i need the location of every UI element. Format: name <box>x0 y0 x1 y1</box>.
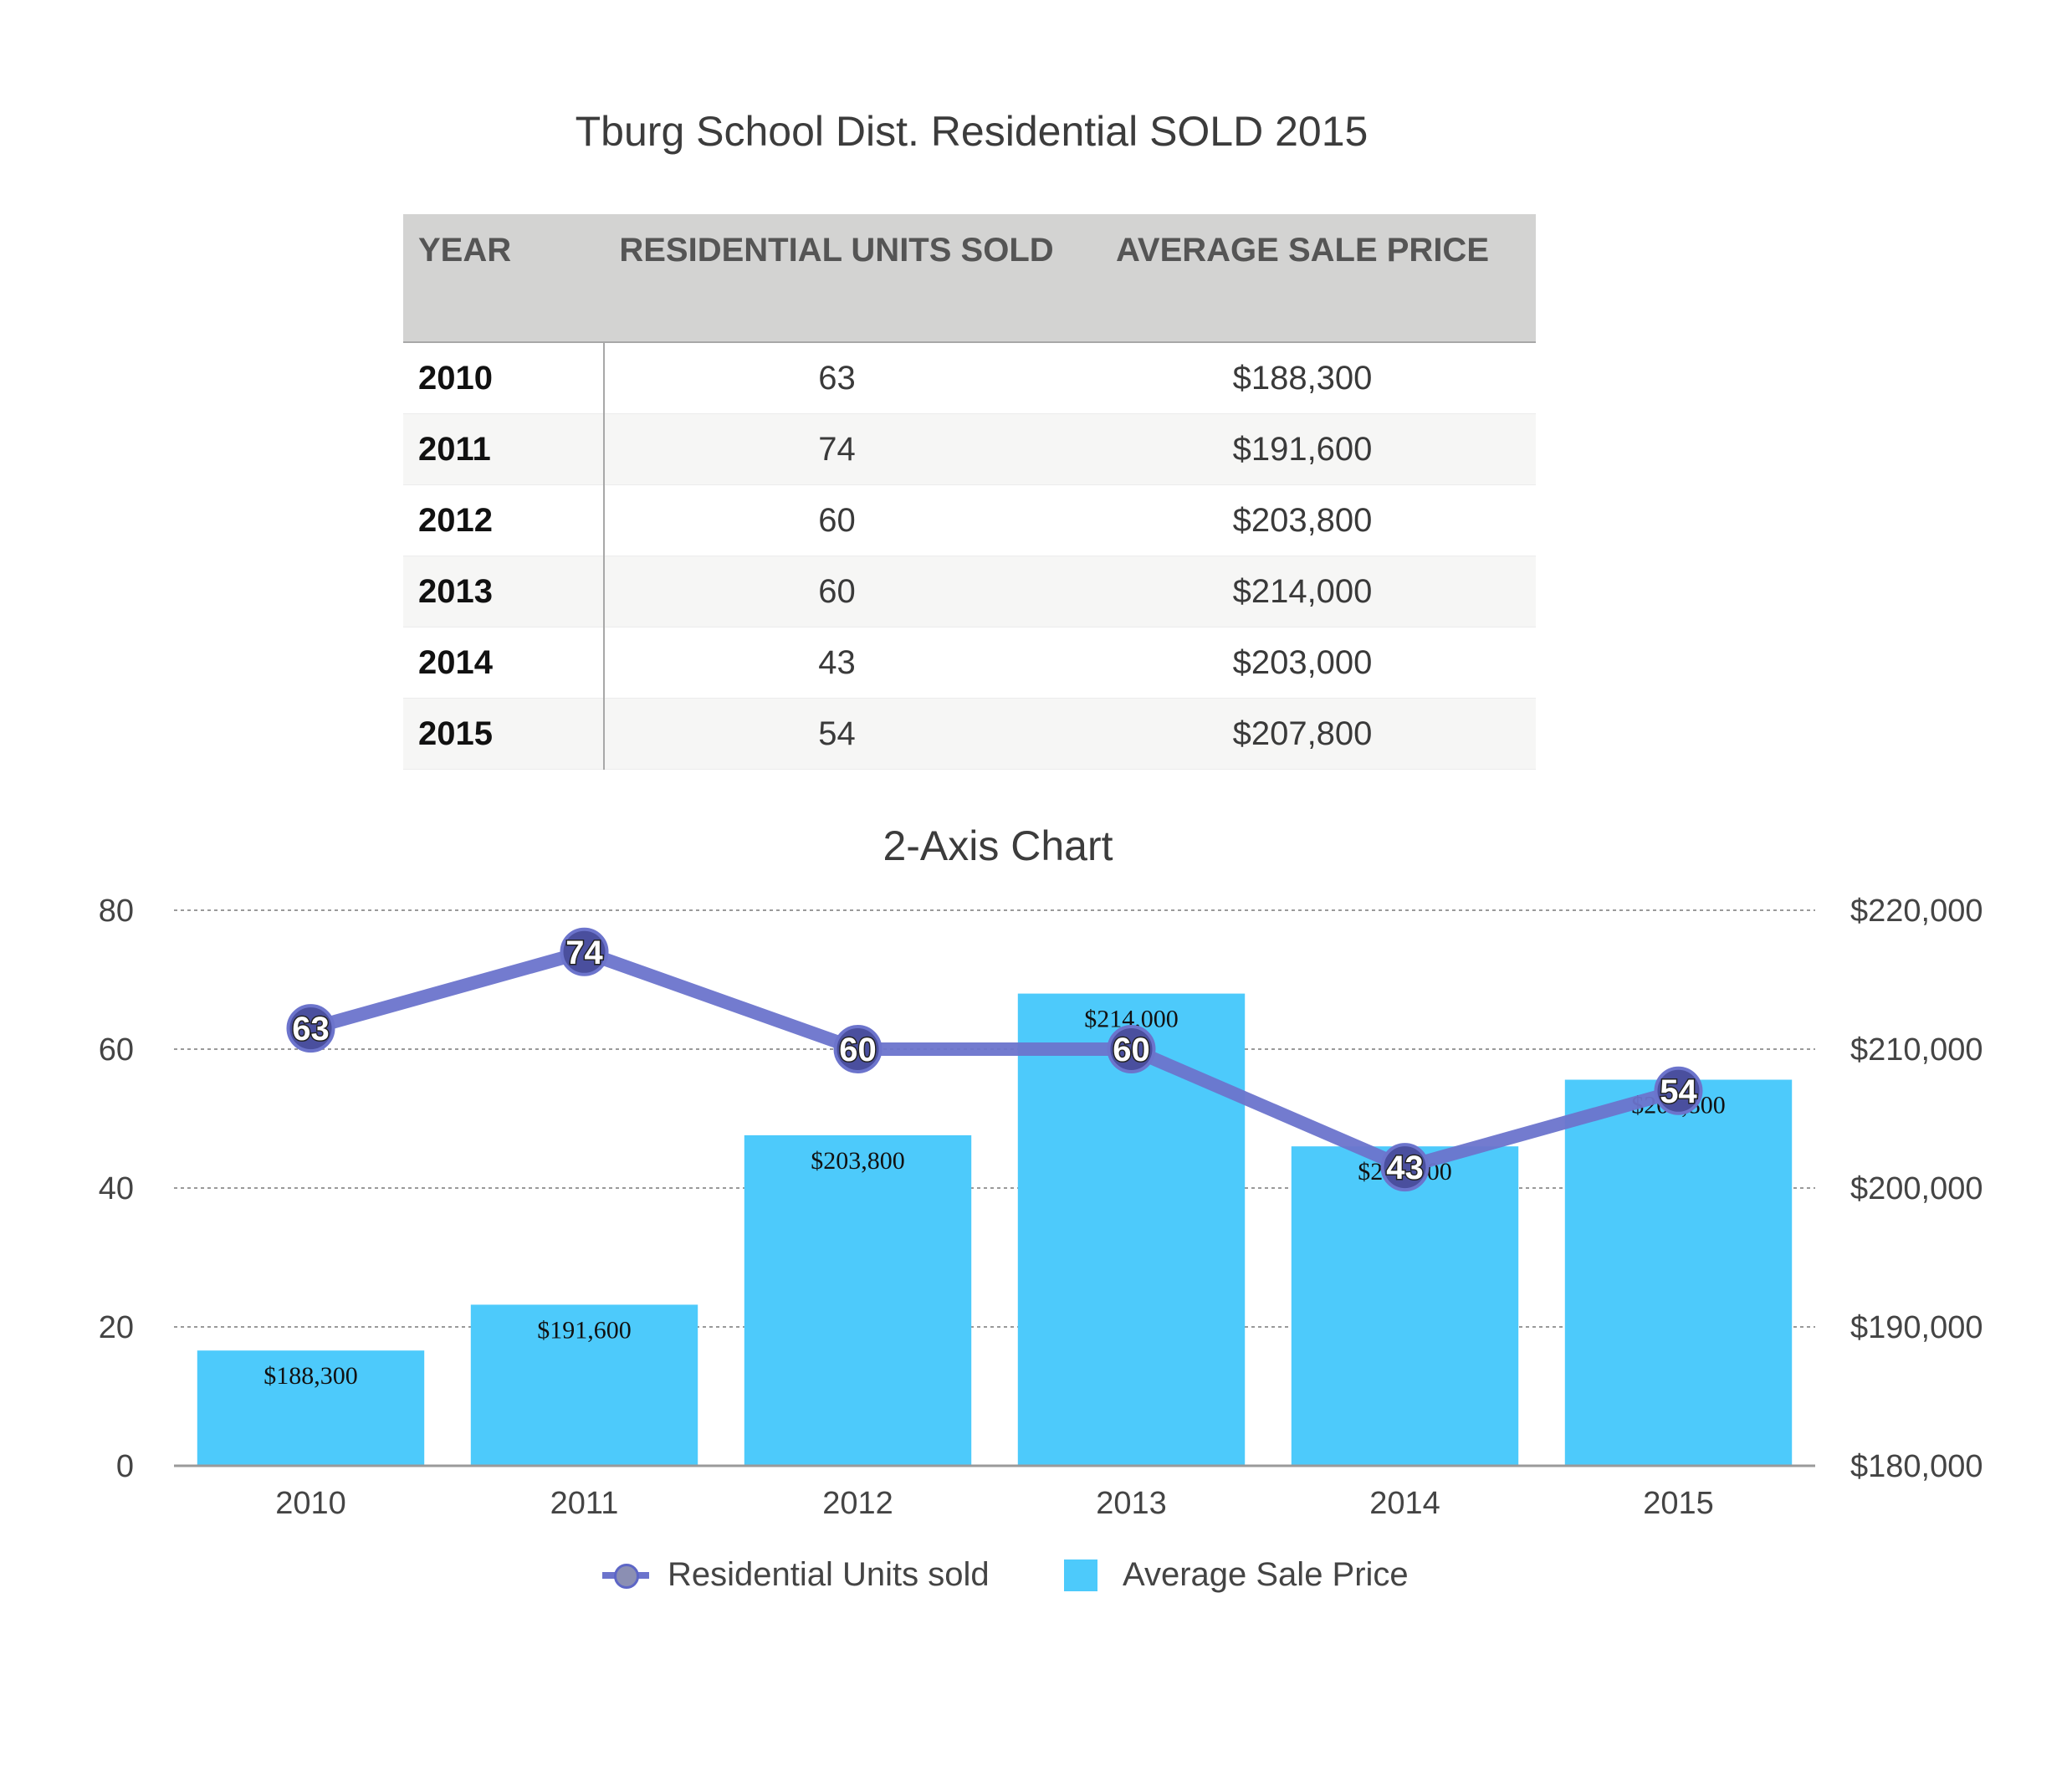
data-point <box>560 927 609 976</box>
table-row: 2010 63 $188,300 <box>403 342 1536 414</box>
x-tick-label: 2010 <box>275 1486 346 1521</box>
x-tick-label: 2015 <box>1643 1486 1714 1521</box>
x-tick-label: 2014 <box>1369 1486 1440 1521</box>
point-value-label: 43 <box>1386 1150 1424 1186</box>
legend-label-units: Residential Units sold <box>668 1556 990 1593</box>
point-value-label: 60 <box>839 1032 877 1068</box>
bar <box>197 1350 425 1466</box>
table-row: 2011 74 $191,600 <box>403 413 1536 485</box>
point-value-label: 63 <box>292 1011 330 1047</box>
cell-units: 63 <box>604 342 1069 414</box>
cell-price: $203,800 <box>1069 484 1536 556</box>
legend-item-price: Average Sale Price <box>1064 1556 1409 1594</box>
legend-item-units: Residential Units sold <box>602 1556 990 1594</box>
point-value-label: 74 <box>565 935 603 971</box>
bar-value-label: $188,300 <box>263 1362 358 1390</box>
header-year: YEAR <box>403 214 604 343</box>
cell-year: 2015 <box>403 698 605 770</box>
header-units-sold: RESIDENTIAL UNITS SOLD <box>604 214 1069 343</box>
series-line <box>304 945 1686 1175</box>
cell-units: 54 <box>604 698 1069 770</box>
data-table: YEAR RESIDENTIAL UNITS SOLD AVERAGE SALE… <box>403 214 1536 770</box>
bar-value-label: $191,600 <box>537 1316 632 1344</box>
square-swatch-icon <box>1064 1559 1097 1591</box>
legend-label-price: Average Sale Price <box>1123 1556 1409 1593</box>
y-right-tick-label: $190,000 <box>1850 1310 1983 1345</box>
cell-price: $203,000 <box>1069 627 1536 699</box>
x-tick-label: 2011 <box>550 1486 619 1521</box>
table-row: 2014 43 $203,000 <box>403 627 1536 699</box>
y-left-tick-label: 20 <box>99 1310 134 1345</box>
cell-units: 60 <box>604 484 1069 556</box>
y-left-tick-label: 40 <box>99 1171 134 1206</box>
data-point <box>833 1025 883 1073</box>
cell-year: 2012 <box>403 484 605 556</box>
table-row: 2015 54 $207,800 <box>403 698 1536 770</box>
bar <box>744 1134 972 1466</box>
data-point <box>1107 1025 1156 1073</box>
cell-price: $188,300 <box>1069 342 1536 414</box>
bar <box>1291 1146 1519 1466</box>
chart-legend: Residential Units sold Average Sale Pric… <box>0 1556 2072 1606</box>
table-row: 2012 60 $203,800 <box>403 484 1536 556</box>
cell-price: $214,000 <box>1069 556 1536 627</box>
cell-price: $207,800 <box>1069 698 1536 770</box>
bar-value-label: $203,800 <box>811 1147 905 1175</box>
page-title: Tburg School Dist. Residential SOLD 2015 <box>575 108 1369 155</box>
cell-units: 43 <box>604 627 1069 699</box>
x-tick-label: 2012 <box>822 1486 893 1521</box>
y-left-tick-label: 0 <box>116 1449 134 1484</box>
bar <box>470 1304 698 1466</box>
cell-year: 2013 <box>403 556 605 627</box>
data-point <box>1380 1143 1430 1192</box>
y-left-tick-label: 60 <box>99 1032 134 1068</box>
cell-year: 2014 <box>403 627 605 699</box>
bar <box>1564 1079 1793 1466</box>
x-tick-label: 2013 <box>1096 1486 1167 1521</box>
chart-title: 2-Axis Chart <box>883 822 1113 869</box>
cell-price: $191,600 <box>1069 413 1536 485</box>
line-marker-icon <box>602 1563 649 1589</box>
cell-year: 2011 <box>403 413 605 485</box>
table-row: 2013 60 $214,000 <box>403 556 1536 627</box>
table-header-row: YEAR RESIDENTIAL UNITS SOLD AVERAGE SALE… <box>403 214 1536 343</box>
cell-year: 2010 <box>403 342 605 414</box>
cell-units: 60 <box>604 556 1069 627</box>
data-point <box>1654 1066 1703 1115</box>
cell-units: 74 <box>604 413 1069 485</box>
point-value-label: 60 <box>1113 1032 1150 1068</box>
header-average-price: AVERAGE SALE PRICE <box>1069 214 1536 343</box>
y-left-tick-label: 80 <box>99 894 134 929</box>
y-right-tick-label: $180,000 <box>1850 1449 1983 1484</box>
y-right-tick-label: $200,000 <box>1850 1171 1983 1206</box>
y-right-tick-label: $220,000 <box>1850 894 1983 929</box>
data-point <box>286 1004 335 1053</box>
point-value-label: 54 <box>1660 1073 1697 1110</box>
y-right-tick-label: $210,000 <box>1850 1032 1983 1068</box>
